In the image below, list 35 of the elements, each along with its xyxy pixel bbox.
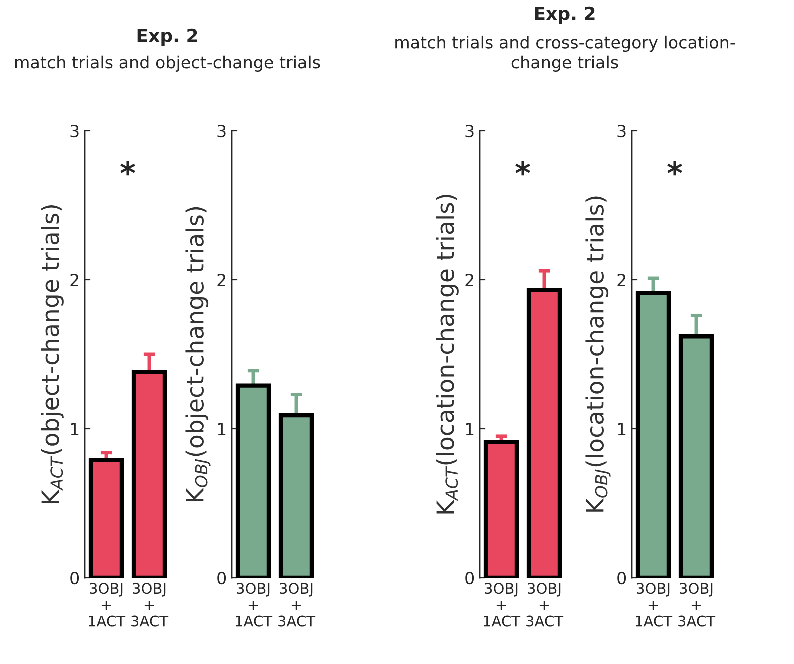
y-axis-title: K$_{OBJ}$(location-change trials) <box>586 196 611 512</box>
x-tick-label: 3OBJ + 1ACT <box>236 583 273 627</box>
chart-title: Exp. 2 <box>138 28 198 46</box>
y-tick-label: 2 <box>70 274 78 286</box>
x-tick-label: 3OBJ + 1ACT <box>484 583 521 627</box>
y-tick-label: 2 <box>466 274 474 286</box>
y-tick-label: 0 <box>218 572 226 585</box>
x-tick-label: 3OBJ + 3ACT <box>526 583 564 627</box>
y-axis-title: K$_{ACT}$(location-change trials) <box>436 194 459 514</box>
y-tick-label: 1 <box>618 423 626 436</box>
y-tick-label: 1 <box>71 423 79 436</box>
chart-title: Exp. 2 <box>535 6 595 24</box>
y-tick-label: 3 <box>466 124 474 138</box>
chart-subtitle: match trials and object-change trials <box>15 56 320 72</box>
annotation: * <box>120 161 136 176</box>
x-tick-label: 3OBJ + 1ACT <box>636 583 673 627</box>
y-axis-title: K$_{ACT}$(object-change trials) <box>41 206 64 504</box>
y-tick-label: 1 <box>466 423 474 436</box>
y-tick-label: 3 <box>618 124 626 138</box>
y-tick-label: 1 <box>218 423 226 436</box>
chart-subtitle: match trials and cross-category location- change trials <box>396 36 736 72</box>
y-tick-label: 3 <box>218 124 226 138</box>
y-tick-label: 0 <box>618 572 626 585</box>
y-tick-label: 0 <box>70 572 80 585</box>
x-tick-label: 3OBJ + 1ACT <box>89 583 126 627</box>
y-axis-title: K$_{OBJ}$(object-change trials) <box>186 207 211 502</box>
x-tick-label: 3OBJ + 3ACT <box>678 583 716 627</box>
y-tick-label: 2 <box>218 274 226 286</box>
annotation: * <box>668 161 682 176</box>
x-tick-label: 3OBJ + 3ACT <box>278 583 316 627</box>
x-tick-label: 3OBJ + 3ACT <box>132 583 169 627</box>
y-tick-label: 3 <box>70 124 79 138</box>
y-tick-label: 0 <box>466 572 474 585</box>
y-tick-label: 2 <box>618 274 626 286</box>
annotation: * <box>516 161 530 176</box>
